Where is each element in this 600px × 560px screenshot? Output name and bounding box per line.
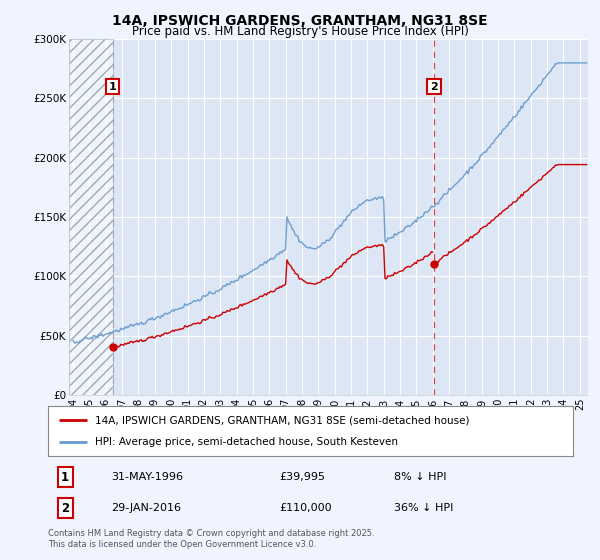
Text: 1: 1 bbox=[61, 471, 69, 484]
Text: 31-MAY-1996: 31-MAY-1996 bbox=[111, 473, 183, 482]
Text: 2: 2 bbox=[430, 82, 438, 92]
Text: Contains HM Land Registry data © Crown copyright and database right 2025.
This d: Contains HM Land Registry data © Crown c… bbox=[48, 529, 374, 549]
Text: HPI: Average price, semi-detached house, South Kesteven: HPI: Average price, semi-detached house,… bbox=[95, 437, 398, 447]
Text: 14A, IPSWICH GARDENS, GRANTHAM, NG31 8SE (semi-detached house): 14A, IPSWICH GARDENS, GRANTHAM, NG31 8SE… bbox=[95, 415, 470, 425]
Text: 2: 2 bbox=[61, 502, 69, 515]
Text: 14A, IPSWICH GARDENS, GRANTHAM, NG31 8SE: 14A, IPSWICH GARDENS, GRANTHAM, NG31 8SE bbox=[112, 14, 488, 28]
Text: £110,000: £110,000 bbox=[279, 503, 332, 513]
Text: Price paid vs. HM Land Registry's House Price Index (HPI): Price paid vs. HM Land Registry's House … bbox=[131, 25, 469, 38]
Bar bbox=[69, 39, 113, 395]
Bar bbox=[69, 39, 113, 395]
Text: 8% ↓ HPI: 8% ↓ HPI bbox=[395, 473, 447, 482]
Text: 1: 1 bbox=[109, 82, 116, 92]
Text: 29-JAN-2016: 29-JAN-2016 bbox=[111, 503, 181, 513]
Text: £39,995: £39,995 bbox=[279, 473, 325, 482]
Text: 36% ↓ HPI: 36% ↓ HPI bbox=[395, 503, 454, 513]
